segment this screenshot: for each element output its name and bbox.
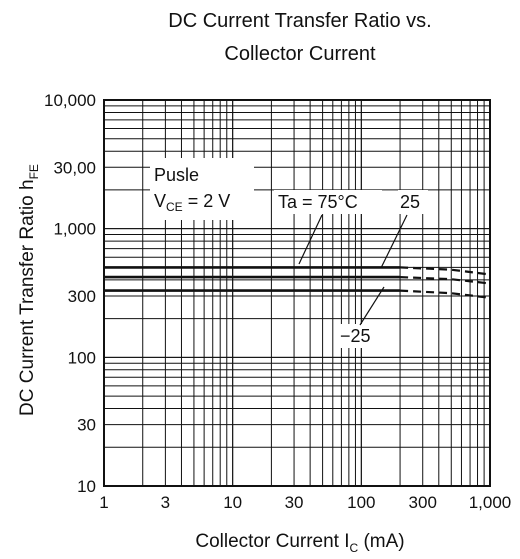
plot-frame: [103, 99, 491, 487]
label-75-bg: [274, 190, 382, 214]
label-m25-bg: [338, 324, 378, 348]
y-tick-label: 100: [68, 348, 96, 367]
x-tick-label: 1,000: [469, 493, 512, 512]
chart-title-line2: Collector Current: [224, 43, 376, 65]
label-75: Ta = 75°C: [278, 192, 358, 212]
x-axis-label-unit: (mA): [358, 531, 404, 552]
leader-75: [298, 214, 323, 265]
y-tick-label: 1,000: [53, 220, 96, 239]
curves: [104, 266, 491, 299]
condition-rest: = 2 V: [183, 191, 231, 211]
x-tick-label: 300: [409, 493, 437, 512]
leader-25: [380, 214, 408, 269]
x-tick-label: 3: [161, 493, 170, 512]
label-25-bg: [398, 190, 428, 214]
x-tick-label: 30: [285, 493, 304, 512]
x-axis-label: Collector Current IC (mA): [195, 531, 404, 555]
label-m25: −25: [340, 326, 371, 346]
y-tick-label: 300: [68, 287, 96, 306]
y-axis-label-text: DC Current Transfer Ratio h: [17, 179, 38, 416]
series-0-dashed: [400, 266, 491, 276]
y-axis-label-sub: FE: [27, 164, 41, 179]
x-tick-label: 100: [347, 493, 375, 512]
label-25: 25: [400, 192, 420, 212]
y-tick-label: 30: [77, 416, 96, 435]
leader-m25: [359, 286, 385, 326]
x-tick-label: 1: [99, 493, 108, 512]
y-axis-label: DC Current Transfer Ratio hFE: [17, 164, 41, 416]
y-tick-label: 10: [77, 477, 96, 496]
x-tick-label: 10: [223, 493, 242, 512]
tick-labels: 1 3 10 30 100 300 1,000 10 30 100 300 1,000 30,00 10,…: [44, 91, 511, 512]
condition-pulse: Pusle: [154, 165, 199, 185]
condition-vce: VCE = 2 V: [154, 191, 230, 214]
y-tick-label: 30,00: [53, 158, 96, 177]
condition-v: V: [154, 191, 166, 211]
condition-sub: CE: [166, 200, 183, 214]
y-tick-label: 10,000: [44, 91, 96, 110]
series-1-dashed: [400, 276, 491, 285]
x-axis-label-sub: C: [350, 541, 359, 555]
series-2-dashed: [400, 289, 491, 299]
condition-box: [150, 158, 254, 220]
chart-title-line1: DC Current Transfer Ratio vs.: [168, 10, 431, 32]
x-axis-label-text: Collector Current I: [195, 531, 349, 552]
